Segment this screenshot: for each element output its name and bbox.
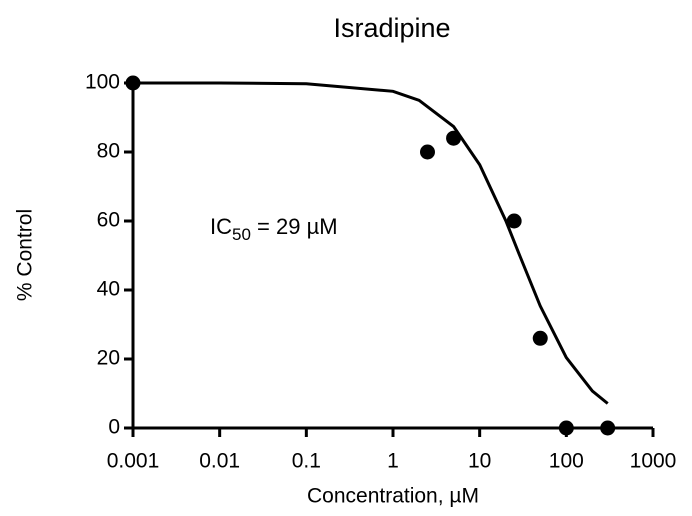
x-tick-label: 1000 xyxy=(630,450,677,473)
data-point xyxy=(446,130,462,146)
y-tick-label: 60 xyxy=(97,209,120,232)
x-tick-label: 10 xyxy=(468,450,491,473)
annotation-main: IC xyxy=(210,214,232,239)
y-tick-label: 80 xyxy=(97,140,120,163)
x-tick-label: 100 xyxy=(549,450,584,473)
chart-title: Isradipine xyxy=(333,13,450,43)
annotation: IC50 = 29 µM xyxy=(210,214,338,245)
y-tick-label: 100 xyxy=(85,71,120,94)
x-axis-label: Concentration, µM xyxy=(307,485,479,508)
data-point xyxy=(506,213,522,229)
data-point xyxy=(419,144,435,160)
annotation-suffix: = 29 µM xyxy=(251,214,338,239)
x-tick-label: 0.001 xyxy=(107,450,160,473)
y-tick-label: 20 xyxy=(97,347,120,370)
y-tick-label: 0 xyxy=(108,416,120,439)
data-point xyxy=(558,420,574,436)
data-point xyxy=(125,75,141,91)
x-tick-label: 0.01 xyxy=(199,450,240,473)
y-axis-label: % Control xyxy=(14,209,37,301)
x-tick-label: 0.1 xyxy=(292,450,321,473)
y-tick-label: 40 xyxy=(97,278,120,301)
data-point xyxy=(600,420,616,436)
fit-curve xyxy=(133,81,609,405)
data-point xyxy=(532,330,548,346)
annotation-subscript: 50 xyxy=(232,225,251,244)
x-tick-label: 1 xyxy=(387,450,399,473)
